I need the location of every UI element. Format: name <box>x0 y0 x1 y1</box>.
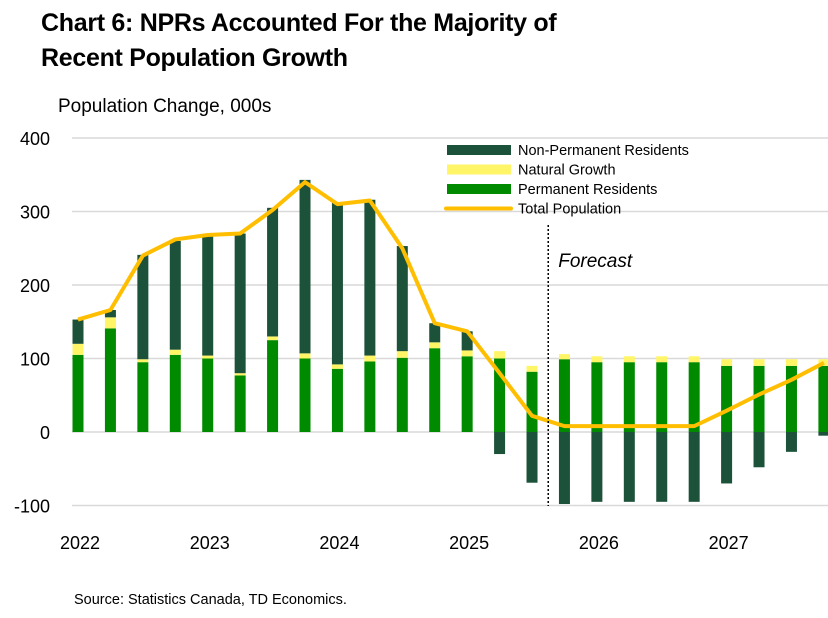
bar-non-permanent-residents <box>461 331 473 351</box>
bar-non-permanent-residents <box>72 319 84 344</box>
legend-label: Natural Growth <box>518 163 616 179</box>
bar-non-permanent-residents <box>818 432 828 436</box>
bar-permanent-residents <box>721 365 733 432</box>
bar-natural-growth <box>688 356 700 363</box>
chart-title: Chart 6: NPRs Accounted For the Majority… <box>41 6 557 76</box>
bar-natural-growth <box>234 373 246 376</box>
bar-non-permanent-residents <box>526 432 538 483</box>
y-axis-label: Population Change, 000s <box>58 96 272 117</box>
bar-non-permanent-residents <box>202 235 214 356</box>
legend-label: Total Population <box>518 202 621 218</box>
bar-non-permanent-residents <box>429 323 441 343</box>
bar-non-permanent-residents <box>591 432 603 502</box>
bar-natural-growth <box>623 356 635 363</box>
bar-natural-growth <box>137 359 149 363</box>
bar-permanent-residents <box>234 375 246 432</box>
bar-permanent-residents <box>526 371 538 432</box>
legend-swatch <box>447 145 511 155</box>
y-tick-label: -100 <box>14 497 50 517</box>
source-note: Source: Statistics Canada, TD Economics. <box>74 592 347 608</box>
bar-natural-growth <box>267 336 279 341</box>
bar-natural-growth <box>169 349 181 355</box>
bar-natural-growth <box>202 355 214 359</box>
title-line-1: Chart 6: NPRs Accounted For the Majority… <box>41 9 557 37</box>
bar-permanent-residents <box>753 365 765 432</box>
bar-non-permanent-residents <box>753 432 765 468</box>
bar-natural-growth <box>461 350 473 357</box>
bar-natural-growth <box>785 359 797 366</box>
bar-non-permanent-residents <box>364 199 376 356</box>
total-population-line <box>77 180 825 429</box>
bar-permanent-residents <box>688 362 700 432</box>
bar-natural-growth <box>591 356 603 363</box>
bar-permanent-residents <box>785 365 797 432</box>
x-tick-label: 2025 <box>449 533 489 553</box>
bar-natural-growth <box>721 359 733 366</box>
bar-non-permanent-residents <box>331 202 343 365</box>
bar-permanent-residents <box>558 359 570 432</box>
bar-non-permanent-residents <box>623 432 635 502</box>
bar-non-permanent-residents <box>234 233 246 374</box>
bar-permanent-residents <box>396 357 408 432</box>
legend-swatch <box>447 164 511 175</box>
bar-non-permanent-residents <box>137 254 149 360</box>
bar-non-permanent-residents <box>721 432 733 484</box>
bar-permanent-residents <box>202 358 214 432</box>
y-tick-label: 400 <box>20 129 50 149</box>
bar-permanent-residents <box>72 354 84 432</box>
bar-natural-growth <box>72 343 84 355</box>
bar-natural-growth <box>396 351 408 358</box>
bar-natural-growth <box>753 359 765 366</box>
x-tick-label: 2026 <box>579 533 619 553</box>
bar-natural-growth <box>429 342 441 349</box>
bar-non-permanent-residents <box>396 246 408 352</box>
bar-permanent-residents <box>656 362 668 432</box>
bar-permanent-residents <box>137 362 149 432</box>
bar-permanent-residents <box>104 328 116 432</box>
bar-non-permanent-residents <box>299 179 311 354</box>
bar-permanent-residents <box>591 362 603 432</box>
x-tick-label: 2024 <box>319 533 359 553</box>
x-tick-label: 2022 <box>60 533 100 553</box>
bar-non-permanent-residents <box>267 207 279 337</box>
bar-permanent-residents <box>299 358 311 432</box>
bar-permanent-residents <box>461 356 473 432</box>
y-tick-label: 100 <box>20 350 50 370</box>
bar-non-permanent-residents <box>558 432 570 505</box>
bar-permanent-residents <box>429 348 441 432</box>
legend-swatch <box>447 184 511 194</box>
bar-permanent-residents <box>623 362 635 432</box>
bar-permanent-residents <box>494 358 506 432</box>
bar-non-permanent-residents <box>494 432 506 455</box>
legend-label: Non-Permanent Residents <box>518 143 689 159</box>
x-tick-label: 2027 <box>709 533 749 553</box>
y-tick-label: 300 <box>20 203 50 223</box>
bar-permanent-residents <box>364 361 376 432</box>
bar-permanent-residents <box>169 354 181 432</box>
bar-permanent-residents <box>818 365 828 432</box>
bar-non-permanent-residents <box>169 240 181 350</box>
bar-natural-growth <box>364 355 376 362</box>
bar-natural-growth <box>494 351 506 359</box>
bar-natural-growth <box>526 365 538 372</box>
forecast-label: Forecast <box>558 251 633 272</box>
x-tick-label: 2023 <box>190 533 230 553</box>
y-tick-label: 0 <box>40 423 50 443</box>
bar-non-permanent-residents <box>785 432 797 452</box>
y-tick-label: 200 <box>20 276 50 296</box>
bar-non-permanent-residents <box>656 432 668 502</box>
legend-label: Permanent Residents <box>518 182 657 198</box>
bar-natural-growth <box>558 354 570 360</box>
bar-natural-growth <box>299 353 311 359</box>
bar-natural-growth <box>656 356 668 363</box>
bar-non-permanent-residents <box>688 432 700 502</box>
bar-non-permanent-residents <box>104 309 116 318</box>
bar-natural-growth <box>331 364 343 369</box>
bar-permanent-residents <box>267 340 279 432</box>
bar-permanent-residents <box>331 368 343 432</box>
bar-natural-growth <box>104 317 116 329</box>
title-line-2: Recent Population Growth <box>41 44 348 72</box>
